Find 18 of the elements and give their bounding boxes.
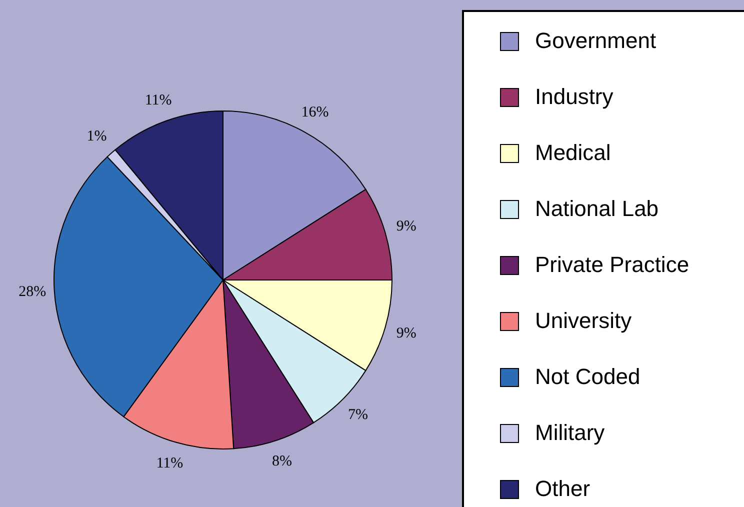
legend-label: Industry — [535, 84, 614, 110]
data-label: 7% — [348, 407, 368, 424]
data-label: 1% — [86, 128, 107, 145]
data-label: 16% — [301, 104, 329, 121]
legend-label: Private Practice — [535, 252, 690, 278]
data-label: 28% — [18, 284, 46, 300]
legend-label: Military — [535, 420, 605, 446]
legend-label: Medical — [535, 140, 611, 166]
data-label: 11% — [156, 455, 184, 472]
data-label: 9% — [396, 218, 416, 235]
legend-label: Not Coded — [535, 364, 640, 390]
legend-label: University — [535, 308, 632, 334]
data-label: 8% — [272, 454, 292, 470]
legend-label: Other — [535, 476, 590, 502]
legend-label: National Lab — [535, 196, 659, 222]
data-label: 11% — [144, 92, 172, 108]
legend-label: Government — [535, 28, 656, 54]
data-label: 9% — [396, 325, 416, 342]
